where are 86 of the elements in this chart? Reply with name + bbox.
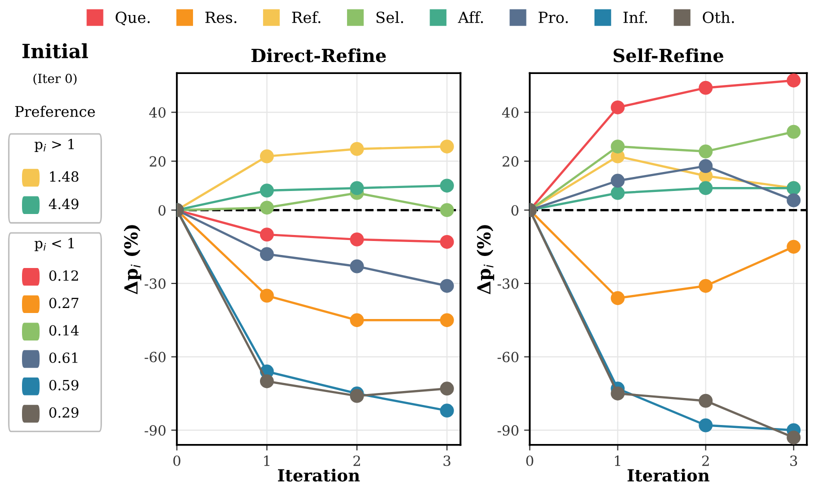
point [786,240,801,254]
text: p$_{i}$ > 1 [34,138,74,152]
point [786,193,801,208]
x-tick-label: 1 [264,456,270,466]
point [440,234,454,249]
x-axis-title: Iteration [278,468,360,482]
y-tick-label: -30 [498,278,518,289]
y-tick-label: 0 [511,205,518,216]
text: (Iter 0) [33,74,77,85]
y-tick-label: 0 [158,205,166,216]
text: Initial [22,43,88,58]
text: 1.48 [50,171,78,182]
legend-label: Res. [205,12,236,24]
point [698,181,713,196]
point [350,142,364,156]
y-tick-label: 40 [149,107,166,118]
x-tick-label: 3 [790,456,798,466]
y-tick-label: -60 [144,352,166,362]
legend-label: Inf. [624,11,648,24]
point [260,374,274,388]
y-tick-label: -60 [498,352,518,362]
point [260,288,274,303]
point [698,278,713,293]
text: 0.29 [49,407,78,418]
x-tick-label: 2 [702,456,709,466]
y-tick-label: -90 [498,425,518,436]
point [610,140,625,154]
x-tick-label: 2 [353,456,360,466]
point [698,159,713,174]
legend-label: Oth. [702,11,734,24]
point [440,382,454,396]
point [260,228,274,242]
x-tick-label: 0 [526,456,534,466]
point [260,200,274,215]
legend-label: Ref. [292,11,320,24]
text: 0.14 [49,325,79,336]
x-tick-label: 1 [614,456,620,466]
point [610,174,625,188]
point [350,181,364,196]
x-axis-title: Iteration [628,468,710,482]
y-tick-label: -30 [144,278,166,289]
point [440,313,454,328]
point [260,149,274,164]
point [610,186,625,200]
y-tick-label: -90 [144,425,166,436]
legend-label: Aff. [458,11,483,24]
point [440,404,454,418]
point [698,418,713,432]
text: 0.59 [49,380,78,390]
point [440,203,454,218]
legend-label: Pro. [538,12,568,24]
legend-label: Sel. [376,11,404,24]
text: 0.27 [49,298,78,308]
text: 0.61 [49,352,78,363]
text: 0.12 [49,270,78,281]
y-tick-label: 20 [150,156,166,167]
point [786,124,801,139]
text: 4.49 [48,198,78,210]
point [350,259,364,274]
y-axis-title: Δp$_{i}$ (%) [476,225,494,294]
point [786,430,801,444]
point [350,313,364,328]
point [260,247,274,262]
y-tick-label: 20 [502,156,518,167]
point [260,184,274,198]
point [440,278,454,293]
point [610,291,625,306]
chart-title: Direct-Refine [251,48,386,62]
point [698,80,713,95]
legend-title: Preference [15,106,95,117]
x-tick-label: 0 [173,456,180,466]
point [350,232,364,246]
legend-label: Que. [116,12,150,26]
point [698,144,713,158]
point [610,100,625,114]
point [440,140,454,154]
text: p$_{i}$ < 1 [34,238,74,252]
chart-title: Self-Refine [614,48,724,62]
y-axis-title: Δp$_{i}$ (%) [124,225,142,294]
point [786,74,801,88]
point [610,386,625,400]
x-tick-label: 3 [444,456,450,466]
point [440,178,454,193]
point [350,388,364,403]
point [698,394,713,408]
y-tick-label: 40 [502,107,518,118]
